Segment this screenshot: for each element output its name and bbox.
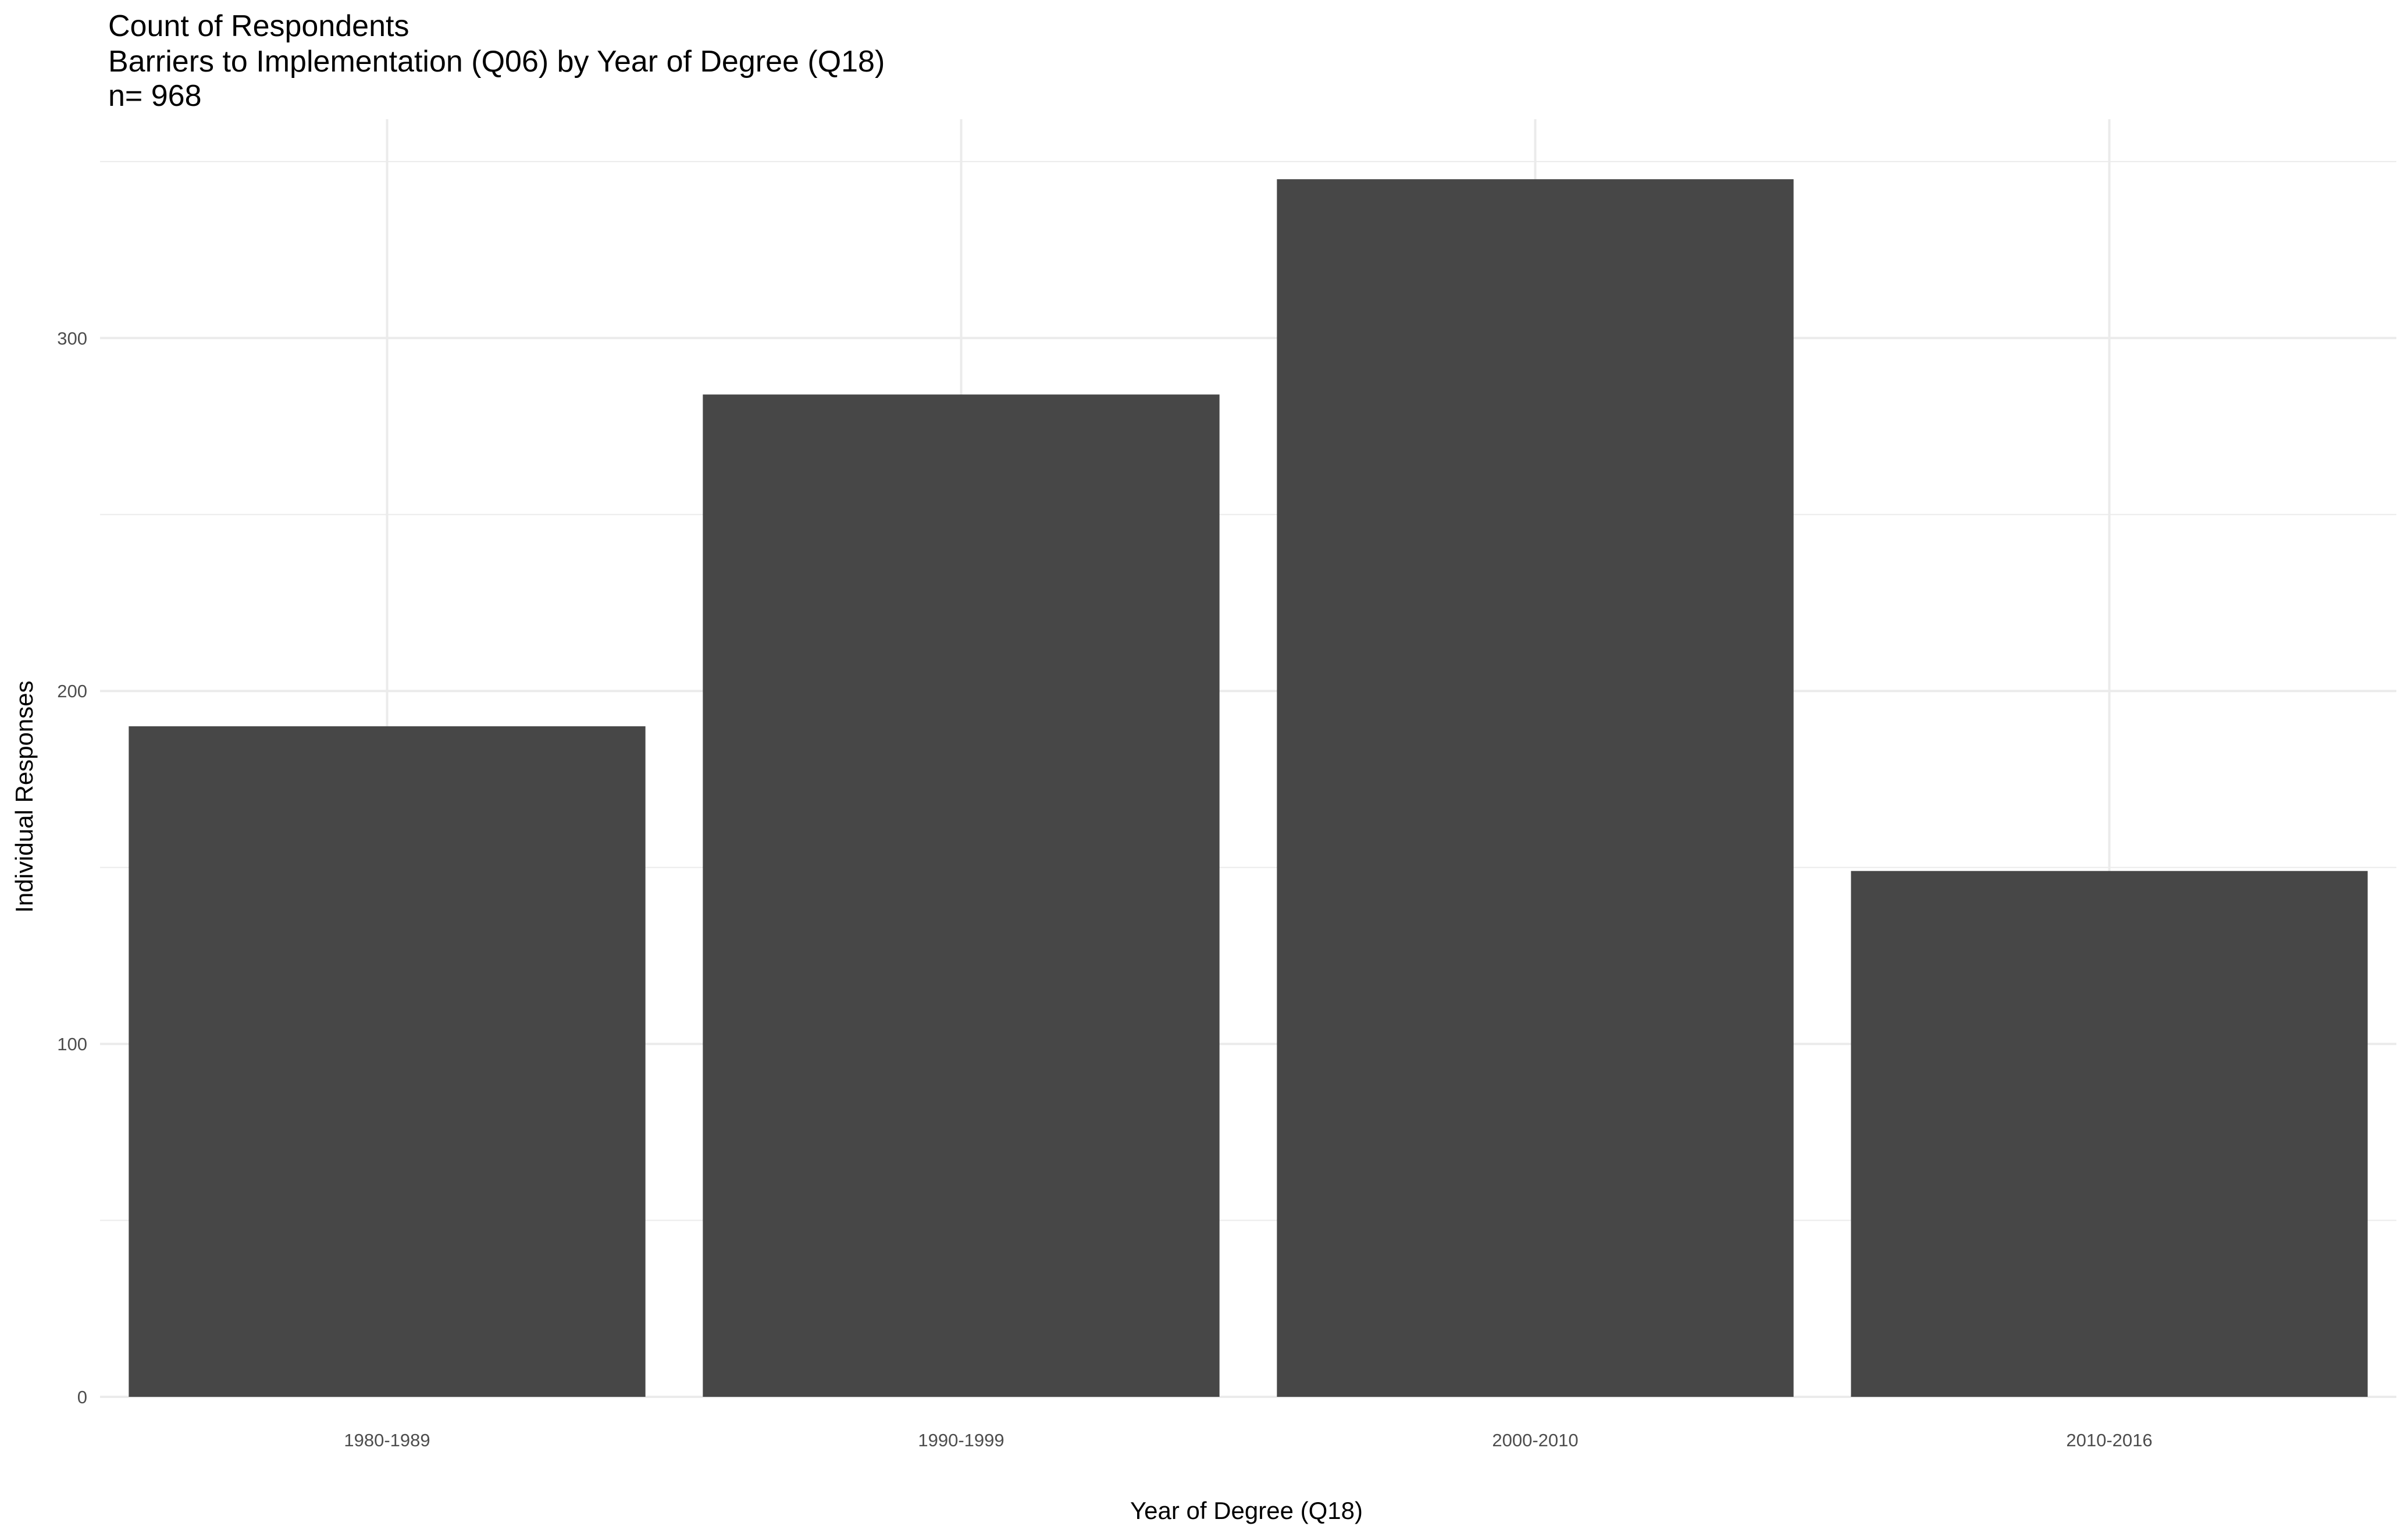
bars xyxy=(129,179,2368,1397)
y-tick-label: 0 xyxy=(77,1387,87,1407)
chart-title: Count of Respondents xyxy=(108,9,409,43)
y-tick-labels: 0 100 200 300 xyxy=(57,328,87,1407)
bar-2010-2016 xyxy=(1851,871,2368,1397)
chart-subtitle: Barriers to Implementation (Q06) by Year… xyxy=(108,45,885,79)
x-tick-label: 2000-2010 xyxy=(1492,1430,1578,1450)
x-tick-label: 1980-1989 xyxy=(344,1430,430,1450)
x-tick-label: 1990-1999 xyxy=(918,1430,1004,1450)
x-tick-label: 2010-2016 xyxy=(2066,1430,2152,1450)
chart-sample-size: n= 968 xyxy=(108,79,202,113)
bar-1990-1999 xyxy=(703,394,1220,1397)
y-tick-label: 200 xyxy=(57,681,87,701)
x-axis-title: Year of Degree (Q18) xyxy=(1130,1497,1363,1524)
y-axis-title: Individual Responses xyxy=(10,680,38,912)
y-tick-label: 100 xyxy=(57,1034,87,1054)
y-tick-label: 300 xyxy=(57,328,87,348)
bar-1980-1989 xyxy=(129,726,646,1397)
bar-2000-2010 xyxy=(1277,179,1794,1397)
x-tick-labels: 1980-1989 1990-1999 2000-2010 2010-2016 xyxy=(344,1430,2152,1450)
